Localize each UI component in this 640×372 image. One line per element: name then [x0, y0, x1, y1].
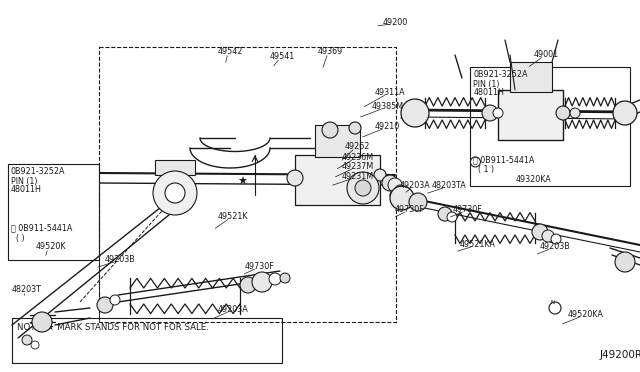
Text: PIN (1): PIN (1): [474, 80, 500, 89]
Text: 49521K: 49521K: [218, 212, 248, 221]
Circle shape: [447, 212, 457, 222]
Circle shape: [349, 122, 361, 134]
Circle shape: [165, 183, 185, 203]
Circle shape: [31, 341, 39, 349]
Circle shape: [240, 277, 256, 293]
Circle shape: [613, 101, 637, 125]
Bar: [99, 46, 396, 322]
Text: 49203A: 49203A: [400, 181, 431, 190]
Circle shape: [97, 297, 113, 313]
Circle shape: [409, 193, 427, 211]
Text: 49541: 49541: [270, 52, 295, 61]
Text: 49311A: 49311A: [375, 88, 406, 97]
Text: 49369: 49369: [318, 47, 343, 56]
Text: ( 1 ): ( 1 ): [479, 165, 495, 174]
Circle shape: [438, 207, 452, 221]
Circle shape: [401, 99, 429, 127]
Text: ( ): ( ): [15, 234, 24, 243]
Circle shape: [287, 170, 303, 186]
Text: 49730F: 49730F: [395, 205, 425, 214]
Circle shape: [32, 312, 52, 332]
Bar: [315, 125, 360, 157]
Circle shape: [269, 273, 281, 285]
Circle shape: [22, 335, 32, 345]
Text: J49200RS: J49200RS: [600, 350, 640, 360]
Circle shape: [374, 169, 386, 181]
Text: 49385M: 49385M: [372, 102, 404, 111]
Circle shape: [395, 185, 405, 195]
Text: N: N: [551, 299, 555, 305]
Circle shape: [551, 234, 561, 244]
Circle shape: [615, 252, 635, 272]
Circle shape: [153, 171, 197, 215]
Text: 48203T: 48203T: [12, 285, 42, 294]
Circle shape: [347, 172, 379, 204]
Text: 49262: 49262: [345, 142, 371, 151]
Circle shape: [110, 295, 120, 305]
Bar: [295, 155, 380, 205]
Circle shape: [322, 122, 338, 138]
Text: 49236M: 49236M: [342, 153, 374, 162]
Circle shape: [402, 188, 410, 196]
Text: 0B921-3252A: 0B921-3252A: [11, 167, 65, 176]
Text: PIN (1): PIN (1): [11, 177, 37, 186]
Bar: [470, 67, 630, 186]
Circle shape: [532, 224, 548, 240]
Circle shape: [390, 186, 414, 210]
Text: 49520KA: 49520KA: [568, 310, 604, 319]
Text: 49730F: 49730F: [453, 205, 483, 214]
Text: 49730F: 49730F: [245, 262, 275, 271]
Text: 48011H: 48011H: [11, 185, 42, 194]
Circle shape: [570, 108, 580, 118]
Text: ⓝ 0B911-5441A: ⓝ 0B911-5441A: [11, 224, 72, 232]
Bar: [510, 62, 552, 92]
Text: 49542: 49542: [218, 47, 243, 56]
Text: 49237M: 49237M: [342, 162, 374, 171]
Bar: [8, 164, 99, 260]
Text: 49320KA: 49320KA: [515, 175, 551, 184]
Text: 49521KA: 49521KA: [460, 240, 496, 249]
Text: ★: ★: [237, 177, 247, 187]
Circle shape: [556, 106, 570, 120]
Circle shape: [252, 272, 272, 292]
Circle shape: [388, 178, 402, 192]
Circle shape: [542, 230, 554, 242]
Bar: [155, 160, 195, 175]
Text: 0B921-3252A: 0B921-3252A: [474, 70, 528, 79]
Text: 49203A: 49203A: [218, 305, 249, 314]
Circle shape: [549, 302, 561, 314]
Circle shape: [482, 105, 498, 121]
Text: 49520K: 49520K: [36, 242, 67, 251]
Text: 49203B: 49203B: [105, 255, 136, 264]
Circle shape: [390, 190, 400, 200]
Text: 49231M: 49231M: [342, 172, 374, 181]
Text: 49001: 49001: [534, 50, 559, 59]
Circle shape: [493, 108, 503, 118]
Circle shape: [280, 273, 290, 283]
Circle shape: [355, 180, 371, 196]
Text: 48203TA: 48203TA: [432, 181, 467, 190]
Text: ⓝ 0B911-5441A: ⓝ 0B911-5441A: [474, 155, 535, 164]
Circle shape: [382, 175, 398, 191]
Text: 48011H: 48011H: [474, 88, 504, 97]
Circle shape: [470, 157, 481, 167]
Text: 49203B: 49203B: [540, 242, 571, 251]
Bar: [498, 90, 563, 140]
Text: 49200: 49200: [383, 18, 408, 27]
Bar: [12, 318, 282, 363]
Text: NOTE; ★ MARK STANDS FOR NOT FOR SALE.: NOTE; ★ MARK STANDS FOR NOT FOR SALE.: [17, 323, 209, 332]
Text: 49210: 49210: [375, 122, 400, 131]
